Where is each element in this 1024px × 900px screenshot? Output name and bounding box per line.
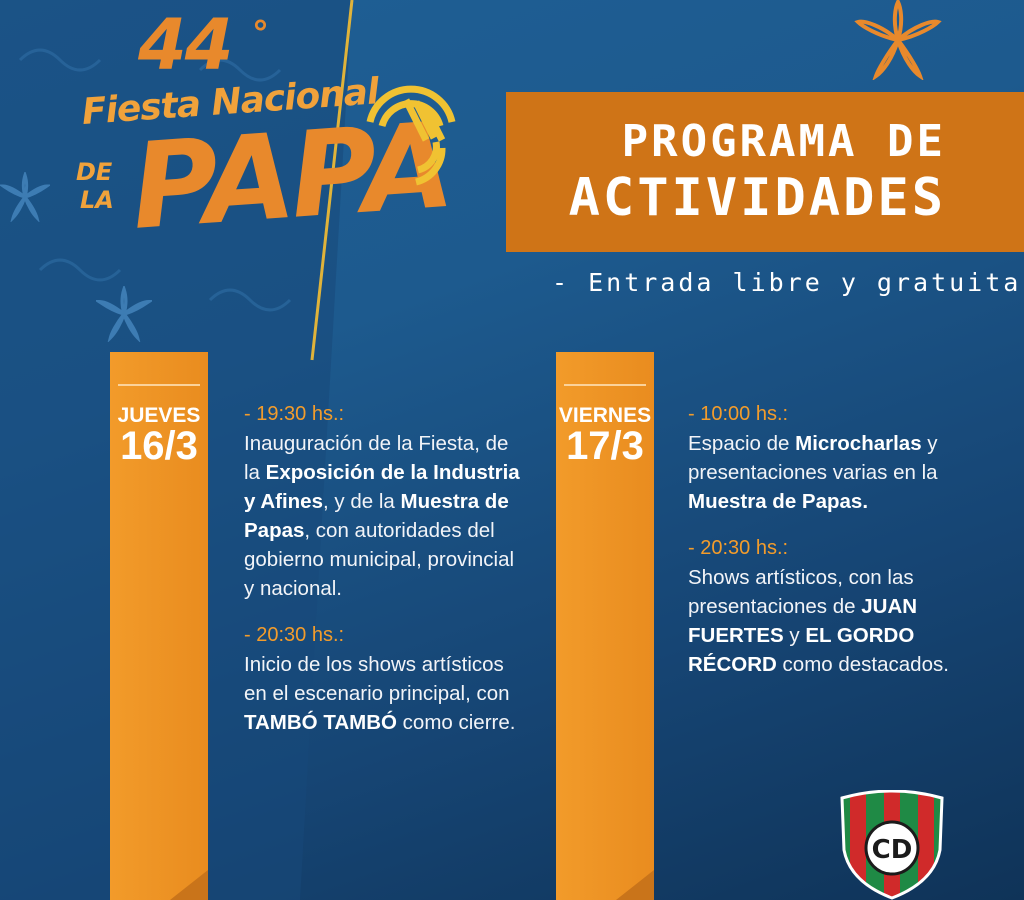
sun-icon bbox=[366, 85, 456, 186]
event-description: Inicio de los shows artísticos en el esc… bbox=[244, 650, 529, 737]
event-time: - 20:30 hs.: bbox=[244, 624, 345, 646]
ribbon-divider bbox=[564, 384, 646, 386]
day-ribbon-thursday: JUEVES 16/3 bbox=[110, 352, 208, 900]
logo-degree: ° bbox=[252, 14, 269, 54]
event-highlight: Muestra de Papas. bbox=[688, 490, 869, 513]
flower-icon bbox=[854, 0, 942, 80]
day-label: JUEVES bbox=[117, 404, 201, 427]
day-date: 16/3 bbox=[120, 424, 198, 468]
day-label: VIERNES bbox=[558, 404, 652, 427]
logo-edition: 44 bbox=[138, 4, 233, 86]
flower-icon bbox=[0, 172, 50, 222]
club-crest-icon: CD bbox=[840, 790, 944, 900]
logo-de: DE bbox=[76, 158, 113, 186]
event-text: , con autoridades del gobierno municipal… bbox=[244, 519, 515, 600]
event-text: Espacio de bbox=[688, 432, 796, 455]
event-text: , y de la bbox=[323, 490, 401, 513]
event-highlight: Exposición de la Industria y Afines bbox=[244, 461, 520, 513]
event-text: Shows artísticos, con las presentaciones… bbox=[688, 566, 914, 618]
day-date: 17/3 bbox=[566, 424, 644, 468]
event-time: - 19:30 hs.: bbox=[244, 403, 345, 425]
event-time: - 10:00 hs.: bbox=[688, 403, 789, 425]
crest-letters: CD bbox=[872, 835, 913, 865]
event-description: Espacio de Microcharlas y presentaciones… bbox=[688, 429, 978, 516]
friday-events: - 10:00 hs.: Espacio de Microcharlas y p… bbox=[688, 400, 978, 679]
event-time: - 20:30 hs.: bbox=[688, 537, 789, 559]
day-ribbon-friday: VIERNES 17/3 bbox=[556, 352, 654, 900]
program-banner: PROGRAMA DE ACTIVIDADES bbox=[506, 92, 1024, 252]
event-description: Inauguración de la Fiesta, de la Exposic… bbox=[244, 429, 529, 603]
event-highlight: Muestra de Papas bbox=[244, 490, 509, 542]
flower-icon bbox=[96, 286, 152, 342]
event-text: como destacados. bbox=[776, 653, 949, 676]
event-description: Shows artísticos, con las presentaciones… bbox=[688, 563, 978, 679]
event-highlight: EL GORDO RÉCORD bbox=[688, 624, 915, 676]
ribbon-fold bbox=[170, 870, 208, 900]
logo-la: LA bbox=[80, 186, 114, 214]
ribbon-divider bbox=[118, 384, 200, 386]
event-highlight: TAMBÓ TAMBÓ bbox=[244, 711, 397, 734]
event-text: Inauguración de la Fiesta, de la bbox=[244, 432, 509, 484]
event-text: como cierre. bbox=[396, 711, 516, 734]
event-text: Inicio de los shows artísticos en el esc… bbox=[244, 653, 510, 705]
ribbon-fold bbox=[616, 870, 654, 900]
event-highlight: JUAN FUERTES bbox=[688, 595, 918, 647]
banner-subtitle: - Entrada libre y gratuita - bbox=[552, 268, 1024, 297]
fiesta-logo: 44 ° Fiesta Nacional DE LA PAPA bbox=[60, 10, 480, 280]
event-text: y presentaciones varias en la bbox=[688, 432, 938, 484]
thursday-events: - 19:30 hs.: Inauguración de la Fiesta, … bbox=[244, 400, 529, 737]
banner-title-line2: ACTIVIDADES bbox=[568, 168, 946, 228]
banner-title-line1: PROGRAMA DE bbox=[621, 116, 946, 167]
event-text: y bbox=[783, 624, 806, 647]
event-highlight: Microcharlas bbox=[795, 432, 922, 455]
